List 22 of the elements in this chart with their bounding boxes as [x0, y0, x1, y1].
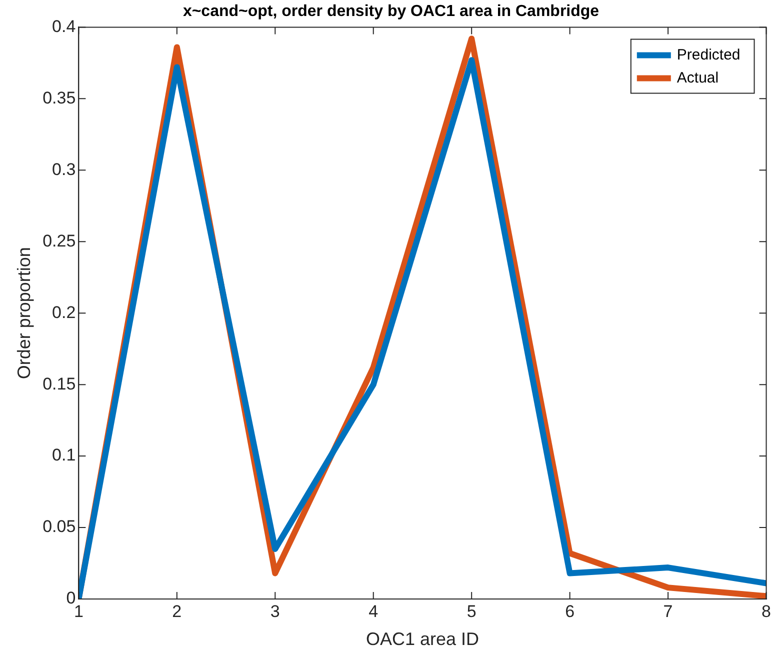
x-tick-label: 1 — [74, 602, 84, 621]
x-tick-label: 2 — [172, 602, 182, 621]
x-tick-label: 4 — [368, 602, 378, 621]
y-tick-label: 0.35 — [42, 88, 76, 108]
x-axis-title: OAC1 area ID — [366, 629, 480, 650]
x-tick-label: 6 — [565, 602, 575, 621]
chart-title: x~cand~opt, order density by OAC1 area in Cambridge — [182, 3, 600, 20]
y-tick-label: 0.3 — [52, 160, 76, 179]
y-tick-label: 0.05 — [42, 517, 76, 536]
y-tick-label: 0.1 — [52, 446, 76, 465]
y-axis-title: Order proportion — [14, 247, 34, 380]
y-tick-label: 0.2 — [52, 302, 76, 322]
x-tick-label: 8 — [762, 602, 772, 621]
legend-label: Predicted — [676, 46, 740, 64]
legend-label: Actual — [676, 69, 719, 86]
x-tick-label: 5 — [466, 602, 476, 621]
y-tick-label: 0.25 — [42, 231, 76, 250]
y-tick-label: 0.15 — [42, 374, 76, 394]
x-tick-label: 7 — [663, 602, 673, 621]
x-tick-label: 3 — [270, 602, 280, 621]
y-tick-label: 0.4 — [52, 16, 76, 36]
y-tick-label: 0 — [66, 588, 76, 608]
